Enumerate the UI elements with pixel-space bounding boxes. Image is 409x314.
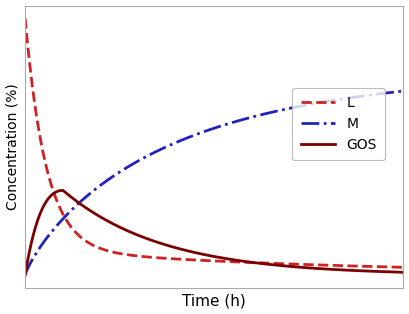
L bbox=[207, 259, 211, 263]
GOS bbox=[207, 254, 212, 257]
GOS bbox=[401, 270, 406, 274]
M bbox=[22, 273, 27, 277]
M bbox=[390, 90, 395, 94]
L bbox=[390, 265, 395, 269]
M bbox=[207, 128, 211, 132]
L bbox=[401, 265, 406, 269]
Y-axis label: Concentration (%): Concentration (%) bbox=[6, 83, 20, 210]
L bbox=[22, 17, 27, 20]
GOS bbox=[321, 267, 326, 271]
M bbox=[390, 90, 395, 94]
L bbox=[390, 265, 395, 269]
L bbox=[321, 263, 326, 267]
Line: GOS: GOS bbox=[25, 190, 403, 275]
Legend: L, M, GOS: L, M, GOS bbox=[292, 88, 385, 160]
M bbox=[42, 239, 47, 243]
GOS bbox=[42, 203, 47, 206]
L bbox=[42, 157, 47, 160]
Line: M: M bbox=[25, 91, 403, 275]
M bbox=[401, 89, 406, 93]
GOS bbox=[60, 188, 65, 192]
GOS bbox=[390, 270, 395, 274]
GOS bbox=[22, 273, 27, 277]
M bbox=[197, 132, 202, 135]
L bbox=[197, 258, 202, 262]
GOS bbox=[390, 270, 395, 274]
GOS bbox=[197, 252, 202, 255]
X-axis label: Time (h): Time (h) bbox=[182, 294, 246, 308]
Line: L: L bbox=[25, 19, 403, 267]
M bbox=[321, 100, 326, 104]
